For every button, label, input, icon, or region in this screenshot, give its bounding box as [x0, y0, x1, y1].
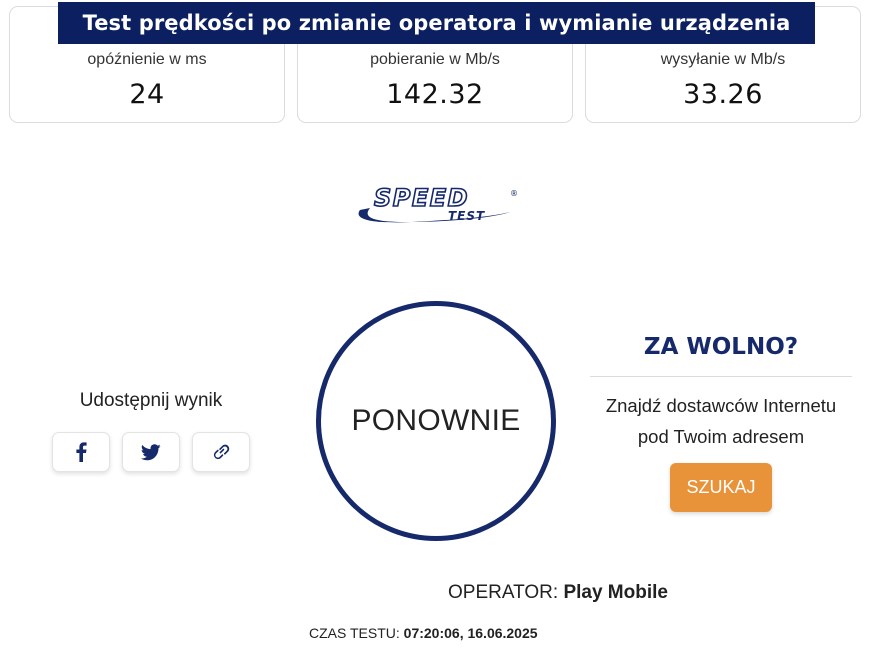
latency-label: opóźnienie w ms: [87, 51, 207, 68]
share-label: Udostępnij wynik: [79, 390, 223, 411]
latency-value: 24: [129, 79, 165, 110]
download-value: 142.32: [386, 79, 484, 110]
test-time-value: 07:20:06, 16.06.2025: [403, 625, 538, 641]
too-slow-text: Znajdź dostawców Internetu pod Twoim adr…: [580, 390, 862, 452]
too-slow-heading: ZA WOLNO?: [643, 334, 799, 360]
share-link-button[interactable]: [192, 432, 250, 472]
upload-label: wysyłanie w Mb/s: [660, 51, 786, 68]
run-again-label: PONOWNIE: [351, 404, 521, 437]
facebook-icon: [75, 442, 87, 462]
search-providers-button[interactable]: SZUKAJ: [670, 463, 772, 512]
twitter-icon: [141, 443, 161, 461]
share-facebook-button[interactable]: [52, 432, 110, 472]
run-again-button[interactable]: PONOWNIE: [316, 301, 556, 541]
speedtest-logo-graphic: SPEED TEST ®: [358, 183, 518, 223]
link-icon: [211, 442, 231, 462]
too-slow-divider: [590, 376, 852, 377]
download-label: pobieranie w Mb/s: [370, 51, 500, 68]
svg-text:TEST: TEST: [448, 209, 485, 223]
speedtest-logo: SPEED TEST ®: [352, 183, 522, 228]
svg-text:®: ®: [510, 189, 518, 198]
too-slow-text-line1: Znajdź dostawców Internetu: [605, 395, 837, 416]
svg-text:SPEED: SPEED: [374, 184, 469, 212]
upload-value: 33.26: [683, 79, 763, 110]
operator-name: Play Mobile: [563, 582, 668, 603]
page-title: Test prędkości po zmianie operatora i wy…: [58, 2, 815, 44]
test-time-label: CZAS TESTU:: [309, 625, 400, 641]
operator-label: OPERATOR:: [448, 582, 559, 603]
test-time: CZAS TESTU: 07:20:06, 16.06.2025: [309, 625, 538, 641]
operator-info: OPERATOR: Play Mobile: [300, 582, 822, 604]
too-slow-text-line2: pod Twoim adresem: [637, 426, 805, 447]
share-twitter-button[interactable]: [122, 432, 180, 472]
